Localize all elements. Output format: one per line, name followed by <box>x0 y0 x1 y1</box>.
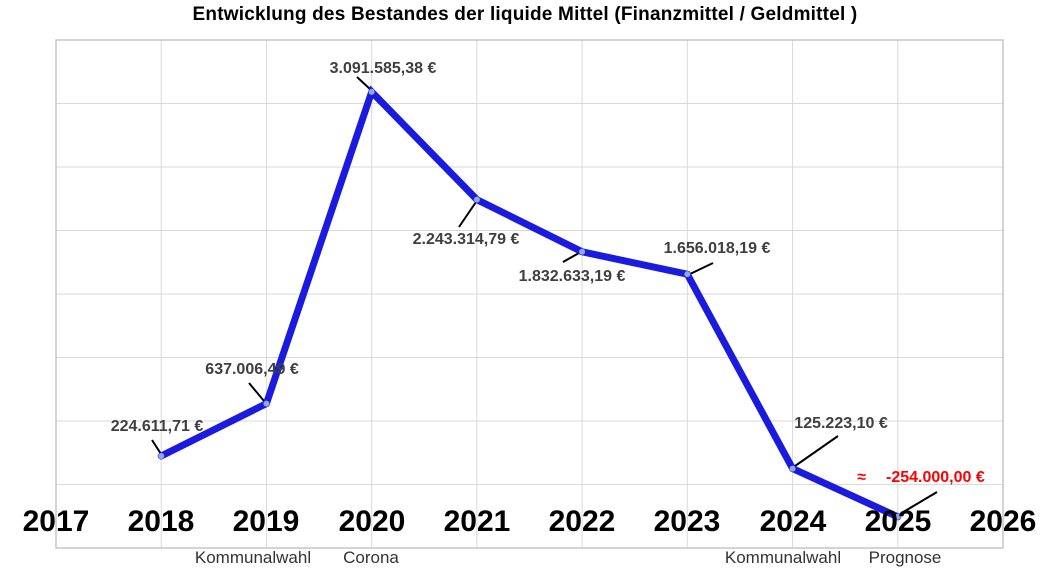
leader-line <box>794 435 839 467</box>
approx-symbol: ≈ <box>857 469 867 486</box>
annotation-prognose-2025: Prognose <box>868 548 942 567</box>
leader-line <box>356 76 372 91</box>
data-point-marker <box>894 513 901 520</box>
x-tick-2023: 2023 <box>653 505 721 538</box>
x-tick-2025: 2025 <box>864 505 932 538</box>
data-point-marker <box>789 465 796 472</box>
data-label-2021: 2.243.314,79 € <box>412 231 520 248</box>
leader-line <box>151 439 162 455</box>
leader-line <box>248 382 265 402</box>
leader-line <box>899 491 938 515</box>
x-tick-2018: 2018 <box>127 505 195 538</box>
data-point-marker <box>473 196 480 203</box>
x-tick-2020: 2020 <box>338 505 406 538</box>
data-label-2024: 125.223,10 € <box>794 415 888 432</box>
x-tick-2024: 2024 <box>759 505 827 538</box>
annotation-kommunalwahl-2024: Kommunalwahl <box>724 548 842 567</box>
chart-title: Entwicklung des Bestandes der liquide Mi… <box>192 4 858 25</box>
annotation-corona-2020: Corona <box>343 548 399 567</box>
leader-line <box>689 262 714 275</box>
forecast-value: -254.000,00 € <box>886 469 985 486</box>
data-point-marker <box>158 452 165 459</box>
trend-line <box>157 85 902 521</box>
data-point-marker <box>579 248 586 255</box>
leader-line <box>562 252 580 263</box>
x-tick-2022: 2022 <box>548 505 616 538</box>
annotation-kommunalwahl-2019: Kommunalwahl <box>194 548 312 567</box>
x-tick-2019: 2019 <box>232 505 300 538</box>
leader-line <box>458 201 477 228</box>
data-label-2022: 1.832.633,19 € <box>518 268 626 285</box>
data-point-marker <box>368 88 375 95</box>
x-tick-2021: 2021 <box>443 505 511 538</box>
data-label-2018: 224.611,71 € <box>110 418 204 435</box>
data-label-2020: 3.091.585,38 € <box>329 60 437 77</box>
data-point-marker <box>684 271 691 278</box>
x-tick-2026: 2026 <box>969 505 1037 538</box>
x-tick-2017: 2017 <box>22 505 90 538</box>
plot-border <box>55 39 1004 549</box>
data-point-marker <box>263 400 270 407</box>
data-label-2023: 1.656.018,19 € <box>663 240 771 257</box>
data-label-2019: 637.006,49 € <box>205 361 299 378</box>
data-label-2025-forecast: ≈ -254.000,00 € <box>857 469 985 487</box>
